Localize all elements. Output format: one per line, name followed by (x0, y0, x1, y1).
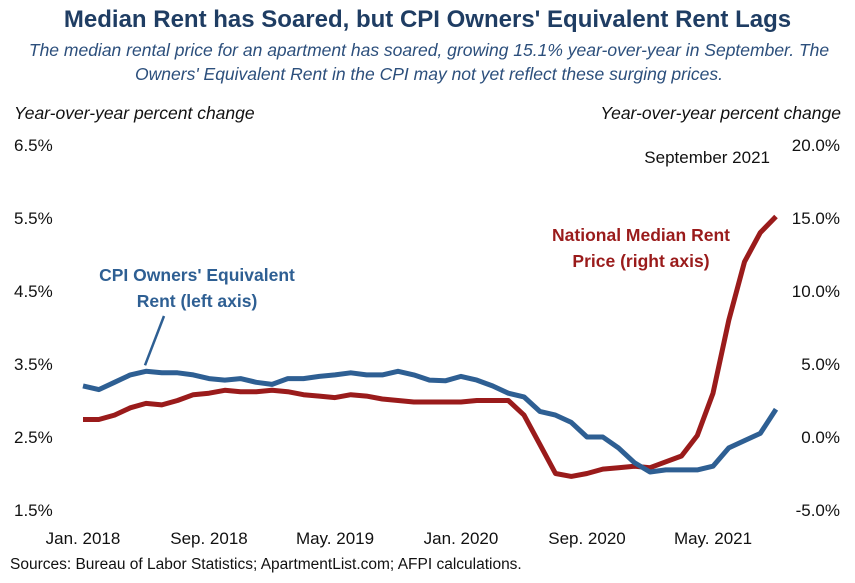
right-tick-label: 20.0% (792, 136, 840, 155)
x-tick-label: Sep. 2018 (170, 529, 248, 548)
right-axis-title: Year-over-year percent change (600, 103, 841, 123)
x-tick-label: Jan. 2020 (424, 529, 499, 548)
chart-title: Median Rent has Soared, but CPI Owners' … (63, 6, 792, 33)
x-tick-label: Jan. 2018 (46, 529, 121, 548)
left-axis-ticks: 6.5% 5.5% 4.5% 3.5% 2.5% 1.5% (14, 136, 53, 520)
left-tick-label: 1.5% (14, 501, 53, 520)
oer-series-line (82, 368, 779, 475)
right-tick-label: 0.0% (801, 428, 840, 447)
right-tick-label: 5.0% (801, 355, 840, 374)
left-axis-title: Year-over-year percent change (14, 103, 255, 123)
x-axis-ticks: Jan. 2018 Sep. 2018 May. 2019 Jan. 2020 Sep.… (46, 529, 752, 548)
x-tick-label: May. 2019 (296, 529, 374, 548)
oer-annotation-leader (143, 315, 166, 366)
rent-series-line (83, 214, 778, 479)
chart-subtitle: The median rental price for an apartment… (28, 40, 830, 84)
source-note: Sources: Bureau of Labor Statistics; Apa… (10, 556, 522, 573)
oer-annotation-line2: Rent (left axis) (137, 291, 258, 311)
date-note: September 2021 (644, 148, 770, 167)
right-tick-label: 10.0% (792, 282, 840, 301)
rent-annotation-line2: Price (right axis) (572, 251, 709, 271)
left-tick-label: 2.5% (14, 428, 53, 447)
left-tick-label: 5.5% (14, 209, 53, 228)
right-axis-ticks: 20.0% 15.0% 10.0% 5.0% 0.0% -5.0% (792, 136, 840, 520)
left-tick-label: 3.5% (14, 355, 53, 374)
left-tick-label: 4.5% (14, 282, 53, 301)
right-tick-label: -5.0% (796, 501, 840, 520)
x-tick-label: Sep. 2020 (548, 529, 626, 548)
series-lines (82, 214, 779, 479)
right-tick-label: 15.0% (792, 209, 840, 228)
oer-annotation-line1: CPI Owners' Equivalent (99, 265, 295, 285)
left-tick-label: 6.5% (14, 136, 53, 155)
x-tick-label: May. 2021 (674, 529, 752, 548)
rent-annotation-line1: National Median Rent (552, 225, 730, 245)
